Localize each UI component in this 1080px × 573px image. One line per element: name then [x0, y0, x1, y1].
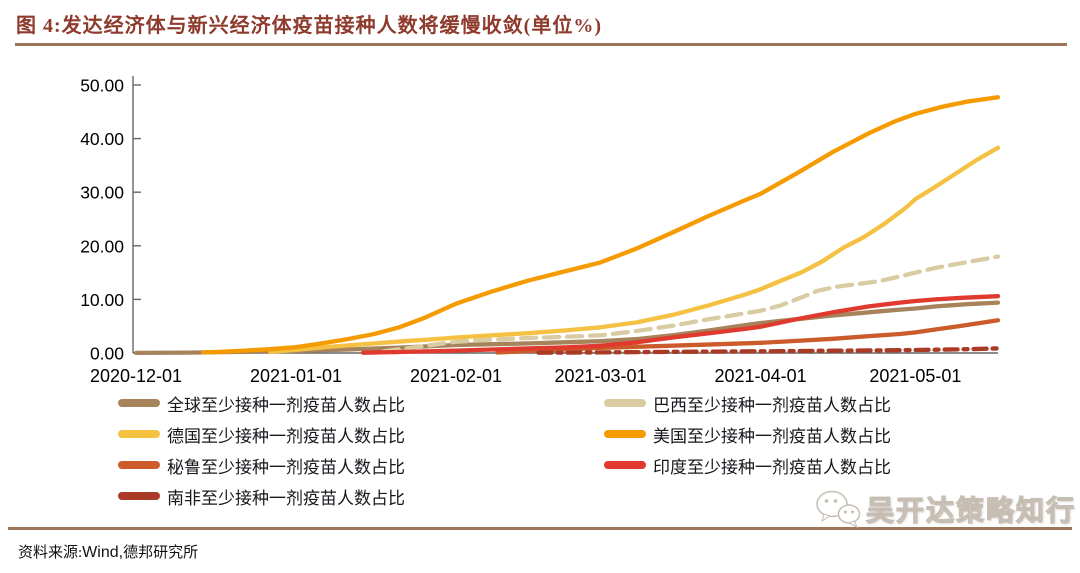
- x-axis-label: 2021-02-01: [410, 366, 502, 386]
- source-note: 资料来源:Wind,德邦研究所: [18, 541, 198, 562]
- legend-label-brazil: 巴西至少接种一剂疫苗人数占比: [653, 395, 891, 415]
- chart-legend: 全球至少接种一剂疫苗人数占比 巴西至少接种一剂疫苗人数占比 德国至少接种一剂疫苗…: [118, 391, 891, 508]
- legend-item-germany: 德国至少接种一剂疫苗人数占比: [118, 422, 604, 446]
- y-axis-label: 0.00: [90, 344, 124, 364]
- y-axis-label: 30.00: [80, 183, 124, 203]
- series-line-peru: [495, 318, 1001, 355]
- legend-item-south-africa: 南非至少接种一剂疫苗人数占比: [118, 484, 604, 508]
- y-axis-label: 40.00: [80, 129, 124, 149]
- legend-swatch-germany: [118, 430, 160, 438]
- legend-swatch-south-africa: [118, 492, 160, 500]
- legend-item-peru: 秘鲁至少接种一剂疫苗人数占比: [118, 453, 604, 477]
- legend-item-us: 美国至少接种一剂疫苗人数占比: [604, 422, 891, 446]
- source-vendor: Wind,: [82, 544, 124, 561]
- x-axis-label: 2021-04-01: [715, 366, 807, 386]
- legend-label-germany: 德国至少接种一剂疫苗人数占比: [167, 426, 405, 446]
- series-line-global: [133, 300, 1001, 356]
- x-axis-label: 2021-01-01: [250, 366, 342, 386]
- series-line-brazil: [381, 254, 1001, 354]
- x-axis-label: 2021-05-01: [869, 366, 961, 386]
- title-divider-line: [15, 43, 1067, 46]
- series-line-us: [200, 95, 1001, 355]
- legend-label-south-africa: 南非至少接种一剂疫苗人数占比: [167, 488, 405, 508]
- legend-swatch-india: [604, 461, 646, 469]
- watermark-text: 吴开达策略知行: [865, 495, 1076, 527]
- vaccination-line-chart: 0.00 10.00 20.00 30.00 40.00 50.00 2020-12-01 2…: [80, 76, 1001, 386]
- legend-swatch-us: [604, 430, 646, 438]
- legend-label-global: 全球至少接种一剂疫苗人数占比: [167, 395, 405, 415]
- legend-item-india: 印度至少接种一剂疫苗人数占比: [604, 453, 891, 477]
- legend-item-brazil: 巴西至少接种一剂疫苗人数占比: [604, 391, 891, 415]
- legend-swatch-global: [118, 399, 160, 407]
- legend-swatch-peru: [118, 461, 160, 469]
- source-org: 德邦研究所: [123, 545, 199, 561]
- x-axis-label: 2020-12-01: [90, 366, 182, 386]
- y-axis-label: 10.00: [80, 290, 124, 310]
- series-line-south_africa: [536, 346, 1001, 355]
- y-axis-label: 50.00: [80, 76, 124, 96]
- legend-label-us: 美国至少接种一剂疫苗人数占比: [653, 426, 891, 446]
- series-line-india: [360, 294, 1001, 355]
- y-axis-label: 20.00: [80, 236, 124, 256]
- legend-swatch-brazil: [604, 399, 646, 407]
- series-line-germany: [268, 145, 1001, 355]
- chart-title: 图 4:发达经济体与新兴经济体疫苗接种人数将缓慢收敛(单位%): [16, 15, 602, 37]
- wechat-icon: [816, 490, 861, 529]
- x-axis-label: 2021-03-01: [555, 366, 647, 386]
- source-label: 资料来源:: [18, 545, 83, 561]
- legend-label-peru: 秘鲁至少接种一剂疫苗人数占比: [167, 457, 405, 477]
- legend-item-global: 全球至少接种一剂疫苗人数占比: [118, 391, 604, 415]
- legend-label-india: 印度至少接种一剂疫苗人数占比: [653, 457, 891, 477]
- footer-divider-line: [8, 527, 1072, 530]
- watermark: 吴开达策略知行: [814, 489, 1076, 529]
